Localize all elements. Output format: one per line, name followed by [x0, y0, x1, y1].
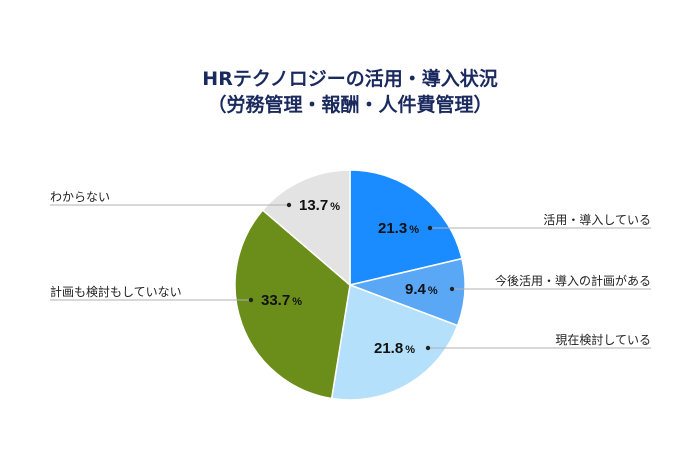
category-label-1: 活用・導入している [543, 213, 651, 227]
pie-slice-1 [349, 169, 463, 286]
category-label-4: 計画も検討もしていない [50, 285, 182, 299]
pie-slice-4 [234, 209, 351, 400]
pie-slice-3 [330, 283, 459, 401]
chart-title-line2: （労務管理・報酬・人件費管理） [207, 94, 493, 116]
category-label-2: 今後活用・導入の計画がある [494, 274, 651, 288]
leader-dot-4 [248, 297, 254, 303]
pie-slice-5 [261, 169, 351, 287]
leader-dot-1 [427, 225, 433, 231]
leader-lines [50, 202, 651, 351]
value-label-2: 9.4% [405, 281, 438, 298]
leader-dot-3 [425, 345, 431, 351]
pie-slices [234, 169, 466, 401]
category-label-3: 現在検討している [555, 333, 651, 347]
leader-dot-2 [449, 286, 455, 292]
category-label-5: わからない [50, 190, 111, 204]
value-label-1: 21.3% [378, 220, 419, 237]
value-label-4: 33.7% [261, 292, 302, 309]
value-labels: 21.3% 9.4% 21.8% 33.7% 13.7% [261, 197, 438, 357]
chart-title-line1: HRテクノロジーの活用・導入状況 [202, 68, 498, 90]
leader-dot-5 [286, 202, 292, 208]
value-label-5: 13.7% [299, 197, 340, 214]
value-label-3: 21.8% [374, 340, 415, 357]
